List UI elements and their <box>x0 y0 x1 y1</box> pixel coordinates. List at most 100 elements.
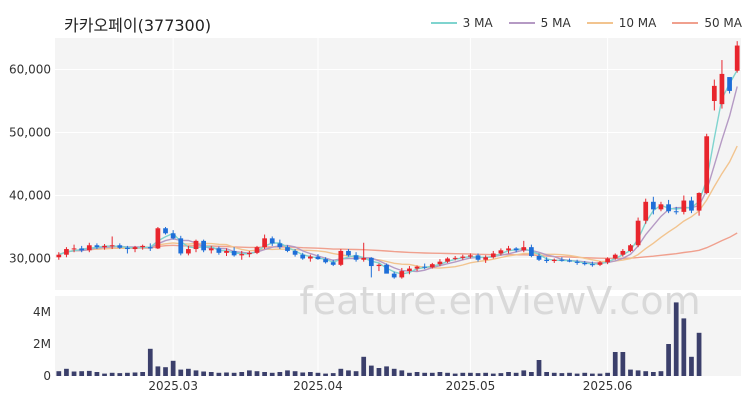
volume-bar <box>544 372 549 376</box>
date-tick-label: 2025.06 <box>583 379 633 393</box>
legend-swatch-ma5 <box>508 22 535 24</box>
price-tick-label: 40,000 <box>9 189 51 203</box>
candle <box>521 240 527 253</box>
candle-body <box>330 262 336 265</box>
candle-body <box>178 238 184 254</box>
candle <box>391 271 397 279</box>
legend-item-ma10: 10 MA <box>586 16 656 30</box>
candle <box>658 201 664 212</box>
candle <box>224 248 229 256</box>
candle <box>536 253 542 262</box>
volume-bar <box>399 370 405 376</box>
volume-bar <box>475 373 481 376</box>
candle-body <box>628 245 633 251</box>
candle <box>262 234 267 250</box>
volume-bar <box>696 332 702 376</box>
candle-body <box>498 250 504 254</box>
volume-tick-label: 0 <box>43 369 51 383</box>
candle-body <box>338 250 344 265</box>
volume-bar <box>628 369 633 376</box>
candle-body <box>490 253 496 258</box>
candle <box>422 263 428 270</box>
volume-bar <box>155 366 161 376</box>
candle-body <box>376 264 382 267</box>
volume-bar <box>666 344 671 376</box>
candle-body <box>254 247 260 253</box>
candle <box>650 196 656 215</box>
volume-bar <box>147 348 153 376</box>
volume-bar <box>247 370 252 376</box>
candle <box>513 247 519 253</box>
volume-bar <box>612 352 618 376</box>
candle <box>666 199 671 214</box>
volume-bar <box>490 373 496 376</box>
volume-bar <box>460 372 466 376</box>
volume-bar <box>79 371 85 376</box>
volume-bar <box>521 370 527 376</box>
volume-bar <box>277 372 283 376</box>
ma-line-5 <box>58 86 738 273</box>
candle <box>307 254 313 262</box>
candle <box>109 236 115 250</box>
price-panel <box>55 38 741 290</box>
volume-bar <box>513 372 519 376</box>
candle <box>155 227 161 250</box>
candle-body <box>468 255 473 257</box>
candle <box>719 60 725 109</box>
candle <box>231 247 237 257</box>
volume-bar <box>224 372 229 376</box>
candle-body <box>201 240 206 251</box>
volume-bar <box>590 373 595 376</box>
candle <box>323 257 328 264</box>
date-tick-label: 2025.04 <box>293 379 343 393</box>
volume-bar <box>689 356 694 376</box>
candle-body <box>315 256 321 260</box>
axes: 30,000 40,000 50,000 60,000 0 2M 4M 2025.03 2025… <box>9 63 632 394</box>
candle-body <box>681 200 687 212</box>
volume-bar <box>117 373 123 376</box>
volume-bar <box>338 368 344 376</box>
volume-bar <box>292 371 298 376</box>
candle <box>399 267 405 279</box>
candle-body <box>368 257 374 267</box>
candle-body <box>155 228 161 249</box>
candle-body <box>643 201 649 221</box>
volume-bar <box>170 360 176 376</box>
candle <box>673 206 679 215</box>
volume-bar <box>178 369 184 376</box>
volume-bar <box>86 370 92 376</box>
candle-body <box>696 192 702 211</box>
volume-bar <box>64 368 69 376</box>
volume-bar <box>56 371 62 376</box>
candle-body <box>300 254 306 259</box>
candle-body <box>193 240 199 250</box>
volume-bar <box>643 371 649 376</box>
candles <box>56 41 740 279</box>
candle <box>681 195 687 215</box>
volume-bar <box>346 370 351 376</box>
candle-body <box>216 248 222 253</box>
legend: 3 MA 5 MA 10 MA 50 MA <box>430 16 742 30</box>
candle-body <box>56 254 62 258</box>
candle-body <box>567 260 572 262</box>
candle-body <box>102 245 107 248</box>
candle-body <box>704 136 710 193</box>
candle <box>193 239 199 253</box>
candle <box>140 244 146 250</box>
volume-bar <box>361 356 367 376</box>
volume-bar <box>407 372 412 376</box>
volume-bar <box>300 372 306 376</box>
candle <box>529 244 534 258</box>
volume-bar <box>315 372 321 376</box>
volume-bar <box>452 373 458 376</box>
candle <box>407 266 412 275</box>
candle <box>445 257 450 263</box>
candle <box>628 244 633 253</box>
volume-bar <box>567 372 572 376</box>
volume-bar <box>437 372 443 376</box>
volume-bar <box>597 373 603 376</box>
candle-body <box>147 247 153 249</box>
candle-body <box>231 250 237 256</box>
volume-bar <box>635 370 641 376</box>
legend-item-ma5: 5 MA <box>508 16 571 30</box>
